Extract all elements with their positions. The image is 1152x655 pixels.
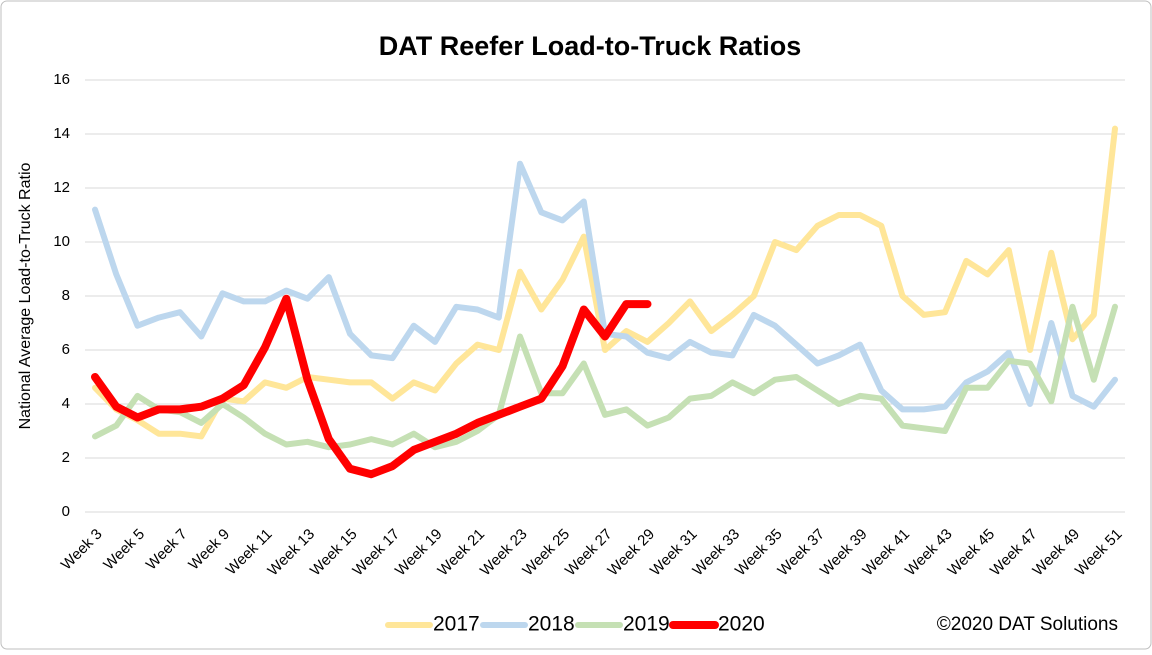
line-series [91, 294, 652, 479]
y-tick-label: 14 [53, 125, 70, 142]
legend-label: 2020 [718, 613, 765, 636]
chart-title: DAT Reefer Load-to-Truck Ratios [379, 31, 802, 61]
y-tick-label: 10 [53, 233, 70, 250]
y-tick-label: 8 [62, 287, 70, 304]
y-tick-label: 4 [62, 395, 70, 412]
legend-label: 2017 [433, 613, 480, 636]
legend-label: 2018 [528, 613, 575, 636]
y-axis-label: National Average Load-to-Truck Ratio [17, 162, 34, 429]
legend-label: 2019 [623, 613, 670, 636]
y-tick-label: 12 [53, 179, 70, 196]
source-note: ©2020 DAT Solutions [937, 614, 1118, 635]
y-tick-label: 6 [62, 341, 70, 358]
y-tick-label: 0 [62, 503, 70, 520]
line-series [92, 125, 1118, 440]
y-tick-label: 2 [62, 449, 70, 466]
y-tick-label: 16 [53, 71, 70, 88]
line-series [92, 303, 1118, 451]
